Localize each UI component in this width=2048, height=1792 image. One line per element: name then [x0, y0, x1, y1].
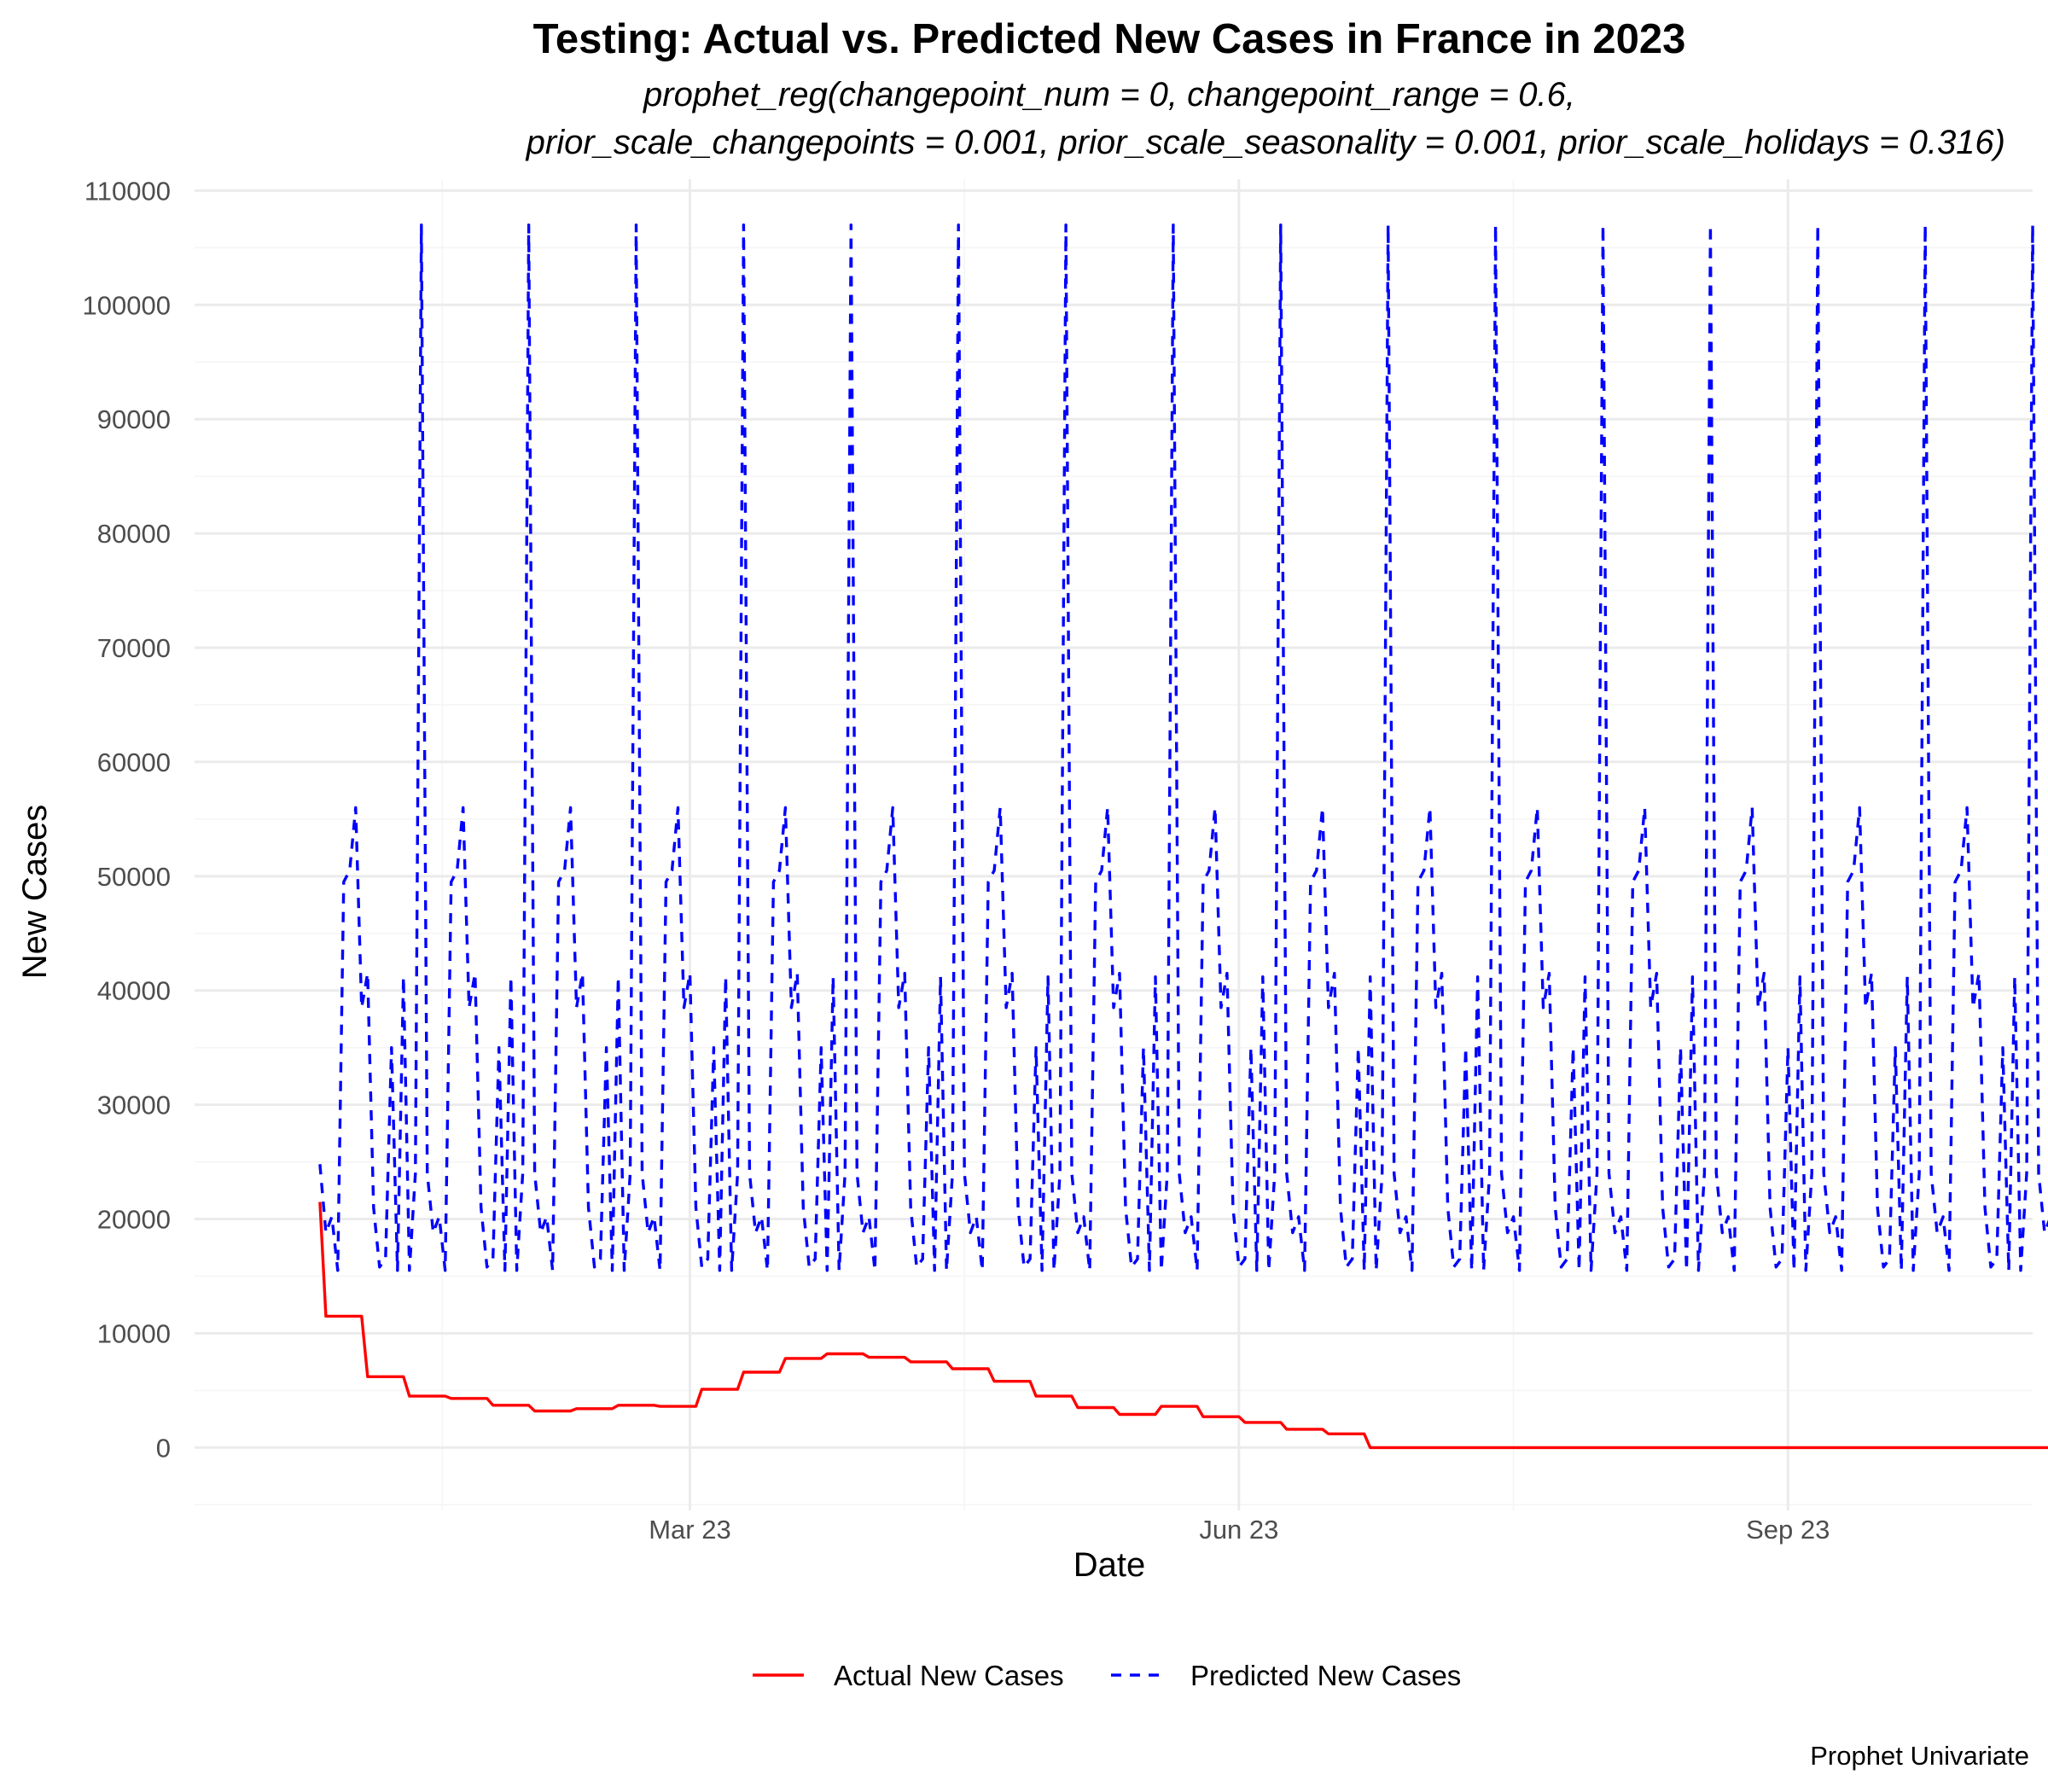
legend: Actual New Cases Predicted New Cases [753, 1660, 1461, 1691]
actual-new-cases-line [318, 1201, 2048, 1450]
y-axis-tick-labels: 0 10000 20000 30000 40000 50000 60000 70000 8000… [83, 176, 171, 1463]
x-axis-title: Date [1073, 1546, 1146, 1584]
y-tick-label: 20000 [97, 1205, 171, 1235]
x-axis-tick-labels: Mar 23 Jun 23 Sep 23 [649, 1515, 1830, 1545]
minor-gridlines [195, 179, 2033, 1510]
y-tick-label: 100000 [83, 290, 171, 320]
x-tick-label: Jun 23 [1199, 1515, 1278, 1545]
series-layer [318, 223, 2048, 1450]
y-tick-label: 110000 [84, 176, 171, 206]
y-tick-label: 10000 [97, 1318, 171, 1348]
chart-title: Testing: Actual vs. Predicted New Cases … [533, 16, 1686, 62]
y-tick-label: 50000 [97, 862, 171, 892]
y-tick-label: 90000 [97, 404, 171, 434]
chart-subtitle-line-2: prior_scale_changepoints = 0.001, prior_… [526, 124, 2005, 161]
y-tick-label: 0 [156, 1433, 171, 1463]
chart-caption: Prophet Univariate [1810, 1741, 2029, 1771]
x-tick-label: Mar 23 [649, 1515, 730, 1545]
predicted-new-cases-line [318, 223, 2048, 1272]
chart-subtitle-line-1: prophet_reg(changepoint_num = 0, changep… [643, 76, 1575, 113]
y-tick-label: 30000 [97, 1091, 171, 1120]
major-gridlines [195, 179, 2033, 1510]
y-tick-label: 70000 [97, 633, 171, 663]
legend-actual-new-cases-label: Actual New Cases [834, 1660, 1064, 1691]
legend-predicted-new-cases-label: Predicted New Cases [1190, 1660, 1461, 1691]
x-tick-label: Sep 23 [1746, 1515, 1830, 1545]
y-tick-label: 60000 [97, 748, 171, 777]
y-tick-label: 40000 [97, 976, 171, 1006]
y-axis-title: New Cases [16, 805, 54, 980]
y-tick-label: 80000 [97, 519, 171, 549]
